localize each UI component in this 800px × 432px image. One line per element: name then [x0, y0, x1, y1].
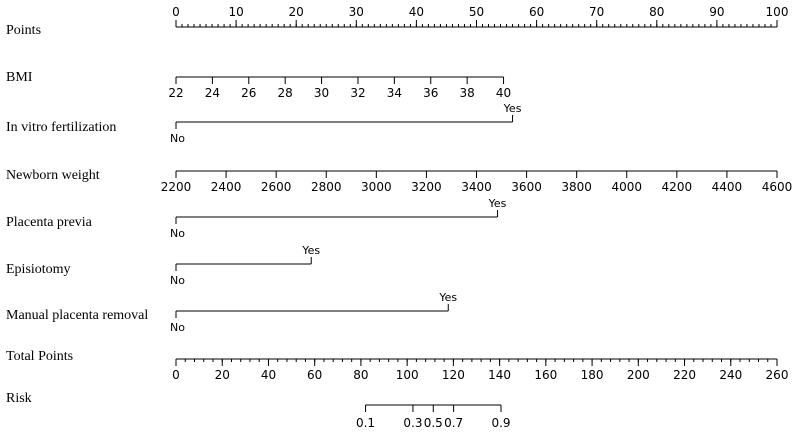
newborn_weight-tick-label: 2400 — [211, 180, 242, 194]
manual_placenta_removal-yes-label: Yes — [438, 291, 457, 304]
points-tick-label: 80 — [649, 5, 664, 19]
bmi-label: BMI — [6, 70, 33, 85]
placenta_previa-no-label: No — [170, 227, 185, 240]
risk-tick-label: 0.7 — [444, 416, 463, 430]
manual_placenta_removal-no-label: No — [170, 321, 185, 334]
risk-tick-label: 0.5 — [424, 416, 443, 430]
bmi-tick-label: 34 — [387, 86, 402, 100]
bmi-tick-label: 24 — [205, 86, 220, 100]
bmi-tick-label: 36 — [423, 86, 438, 100]
manual_placenta_removal-label: Manual placenta removal — [6, 308, 148, 323]
bmi-tick-label: 38 — [460, 86, 475, 100]
newborn_weight-tick-label: 4000 — [611, 180, 642, 194]
bmi-tick-label: 30 — [314, 86, 329, 100]
bmi-tick-label: 26 — [241, 86, 256, 100]
newborn_weight-tick-label: 3800 — [561, 180, 592, 194]
total_points-tick-label: 140 — [488, 368, 511, 382]
total_points-tick-label: 260 — [766, 368, 789, 382]
ivf-label: In vitro fertilization — [6, 120, 116, 135]
total_points-tick-label: 180 — [581, 368, 604, 382]
bmi-tick-label: 32 — [350, 86, 365, 100]
points-tick-label: 0 — [172, 5, 180, 19]
episiotomy-yes-label: Yes — [301, 244, 320, 257]
newborn_weight-tick-label: 4600 — [762, 180, 793, 194]
bmi-tick-label: 40 — [496, 86, 511, 100]
episiotomy-label: Episiotomy — [6, 262, 71, 277]
total_points-tick-label: 60 — [307, 368, 322, 382]
newborn_weight-tick-label: 3000 — [361, 180, 392, 194]
ivf-yes-label: Yes — [503, 102, 522, 115]
total_points-tick-label: 40 — [261, 368, 276, 382]
points-tick-label: 40 — [409, 5, 424, 19]
risk-tick-label: 0.9 — [491, 416, 510, 430]
points-label: Points — [6, 23, 41, 38]
points-tick-label: 60 — [529, 5, 544, 19]
newborn_weight-tick-label: 3400 — [461, 180, 492, 194]
total_points-tick-label: 80 — [353, 368, 368, 382]
total_points-tick-label: 100 — [396, 368, 419, 382]
bmi-tick-label: 22 — [168, 86, 183, 100]
total_points-label: Total Points — [6, 349, 73, 364]
newborn_weight-label: Newborn weight — [6, 168, 100, 183]
total_points-tick-label: 160 — [534, 368, 557, 382]
points-tick-label: 30 — [349, 5, 364, 19]
risk-tick-label: 0.3 — [403, 416, 422, 430]
total_points-tick-label: 20 — [215, 368, 230, 382]
total_points-tick-label: 240 — [719, 368, 742, 382]
risk-label: Risk — [6, 391, 32, 406]
placenta_previa-label: Placenta previa — [6, 215, 93, 230]
newborn_weight-tick-label: 2600 — [261, 180, 292, 194]
points-tick-label: 100 — [766, 5, 789, 19]
total_points-tick-label: 120 — [442, 368, 465, 382]
total_points-tick-label: 0 — [172, 368, 180, 382]
newborn_weight-tick-label: 4200 — [662, 180, 693, 194]
placenta_previa-yes-label: Yes — [488, 197, 507, 210]
newborn_weight-tick-label: 2200 — [161, 180, 192, 194]
newborn_weight-tick-label: 2800 — [311, 180, 342, 194]
newborn_weight-tick-label: 3200 — [411, 180, 442, 194]
points-tick-label: 10 — [228, 5, 243, 19]
bmi-tick-label: 28 — [278, 86, 293, 100]
points-tick-label: 90 — [709, 5, 724, 19]
episiotomy-no-label: No — [170, 274, 185, 287]
total_points-tick-label: 200 — [627, 368, 650, 382]
total_points-tick-label: 220 — [673, 368, 696, 382]
points-tick-label: 70 — [589, 5, 604, 19]
points-tick-label: 50 — [469, 5, 484, 19]
points-tick-label: 20 — [289, 5, 304, 19]
risk-tick-label: 0.1 — [356, 416, 375, 430]
newborn_weight-tick-label: 4400 — [712, 180, 743, 194]
newborn_weight-tick-label: 3600 — [511, 180, 542, 194]
ivf-no-label: No — [170, 132, 185, 145]
